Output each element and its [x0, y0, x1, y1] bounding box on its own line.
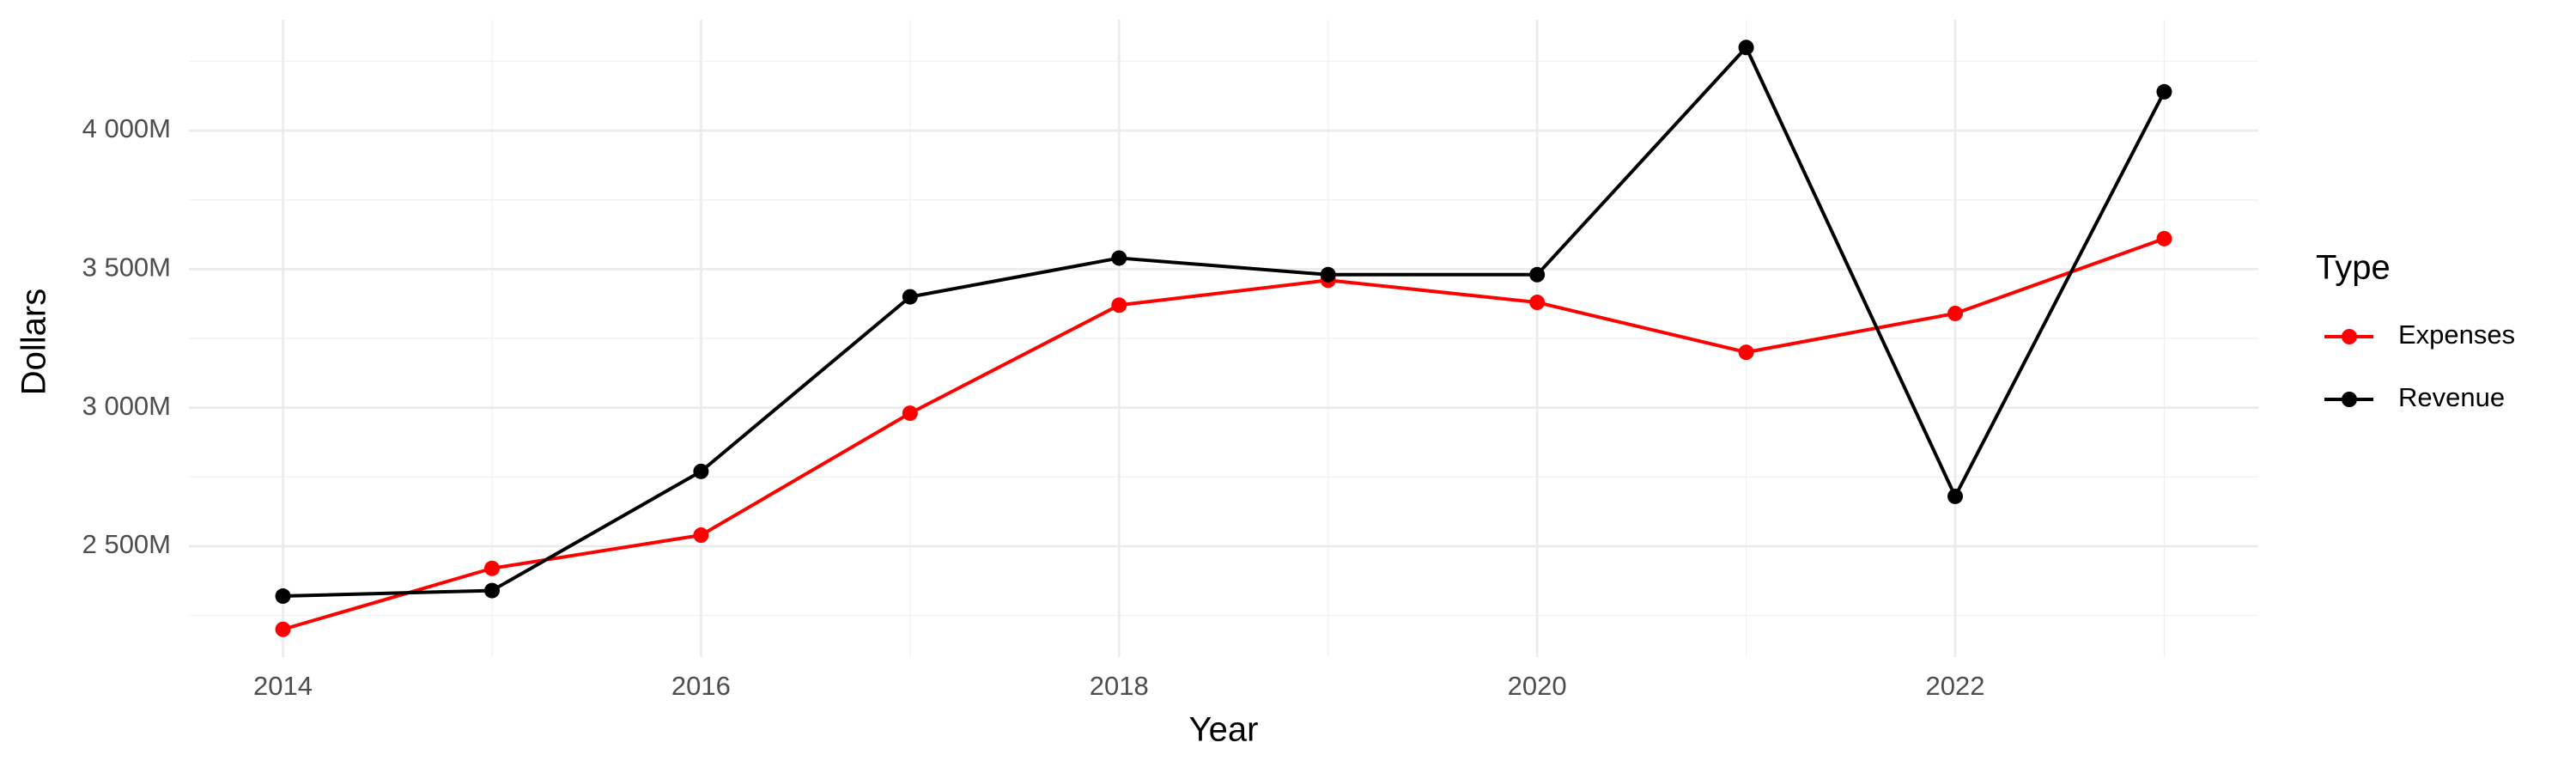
- data-point: [1320, 266, 1336, 283]
- y-tick-label: 3 000M: [82, 391, 171, 421]
- series-line: [283, 46, 2166, 599]
- data-point: [1738, 344, 1754, 361]
- legend: Type Expenses Revenue: [2316, 249, 2515, 413]
- grid: [189, 20, 2258, 657]
- data-point: [693, 463, 709, 479]
- x-tick-label: 2014: [253, 671, 313, 701]
- y-tick-label: 2 500M: [82, 529, 171, 559]
- data-point: [1111, 297, 1127, 313]
- data-point: [1738, 40, 1754, 56]
- series-line: [282, 236, 2166, 631]
- y-tick-label: 4 000M: [82, 113, 171, 143]
- x-tick-label: 2018: [1090, 671, 1149, 701]
- data-point: [1529, 295, 1546, 311]
- plot-area: [275, 40, 2172, 637]
- data-point: [483, 582, 500, 599]
- data-point: [2156, 83, 2172, 100]
- x-tick-label: 2016: [671, 671, 731, 701]
- data-point: [1947, 305, 1964, 321]
- legend-marker: [2342, 329, 2357, 344]
- x-axis-title: Year: [1189, 711, 1259, 749]
- data-point: [1529, 266, 1546, 283]
- data-point: [275, 621, 291, 637]
- data-point: [902, 405, 918, 422]
- x-tick-label: 2020: [1508, 671, 1567, 701]
- x-tick-label: 2022: [1926, 671, 1985, 701]
- data-point: [1111, 250, 1127, 266]
- data-point: [693, 527, 709, 544]
- y-axis-title: Dollars: [15, 289, 53, 395]
- legend-label: Revenue: [2398, 382, 2505, 412]
- data-point: [1947, 488, 1964, 504]
- data-point: [2156, 230, 2172, 247]
- legend-title: Type: [2316, 249, 2391, 287]
- data-point: [275, 588, 291, 605]
- legend-marker: [2342, 392, 2357, 407]
- legend-label: Expenses: [2398, 320, 2515, 350]
- data-point: [902, 289, 918, 305]
- data-point: [483, 560, 500, 576]
- y-tick-label: 3 500M: [82, 253, 171, 283]
